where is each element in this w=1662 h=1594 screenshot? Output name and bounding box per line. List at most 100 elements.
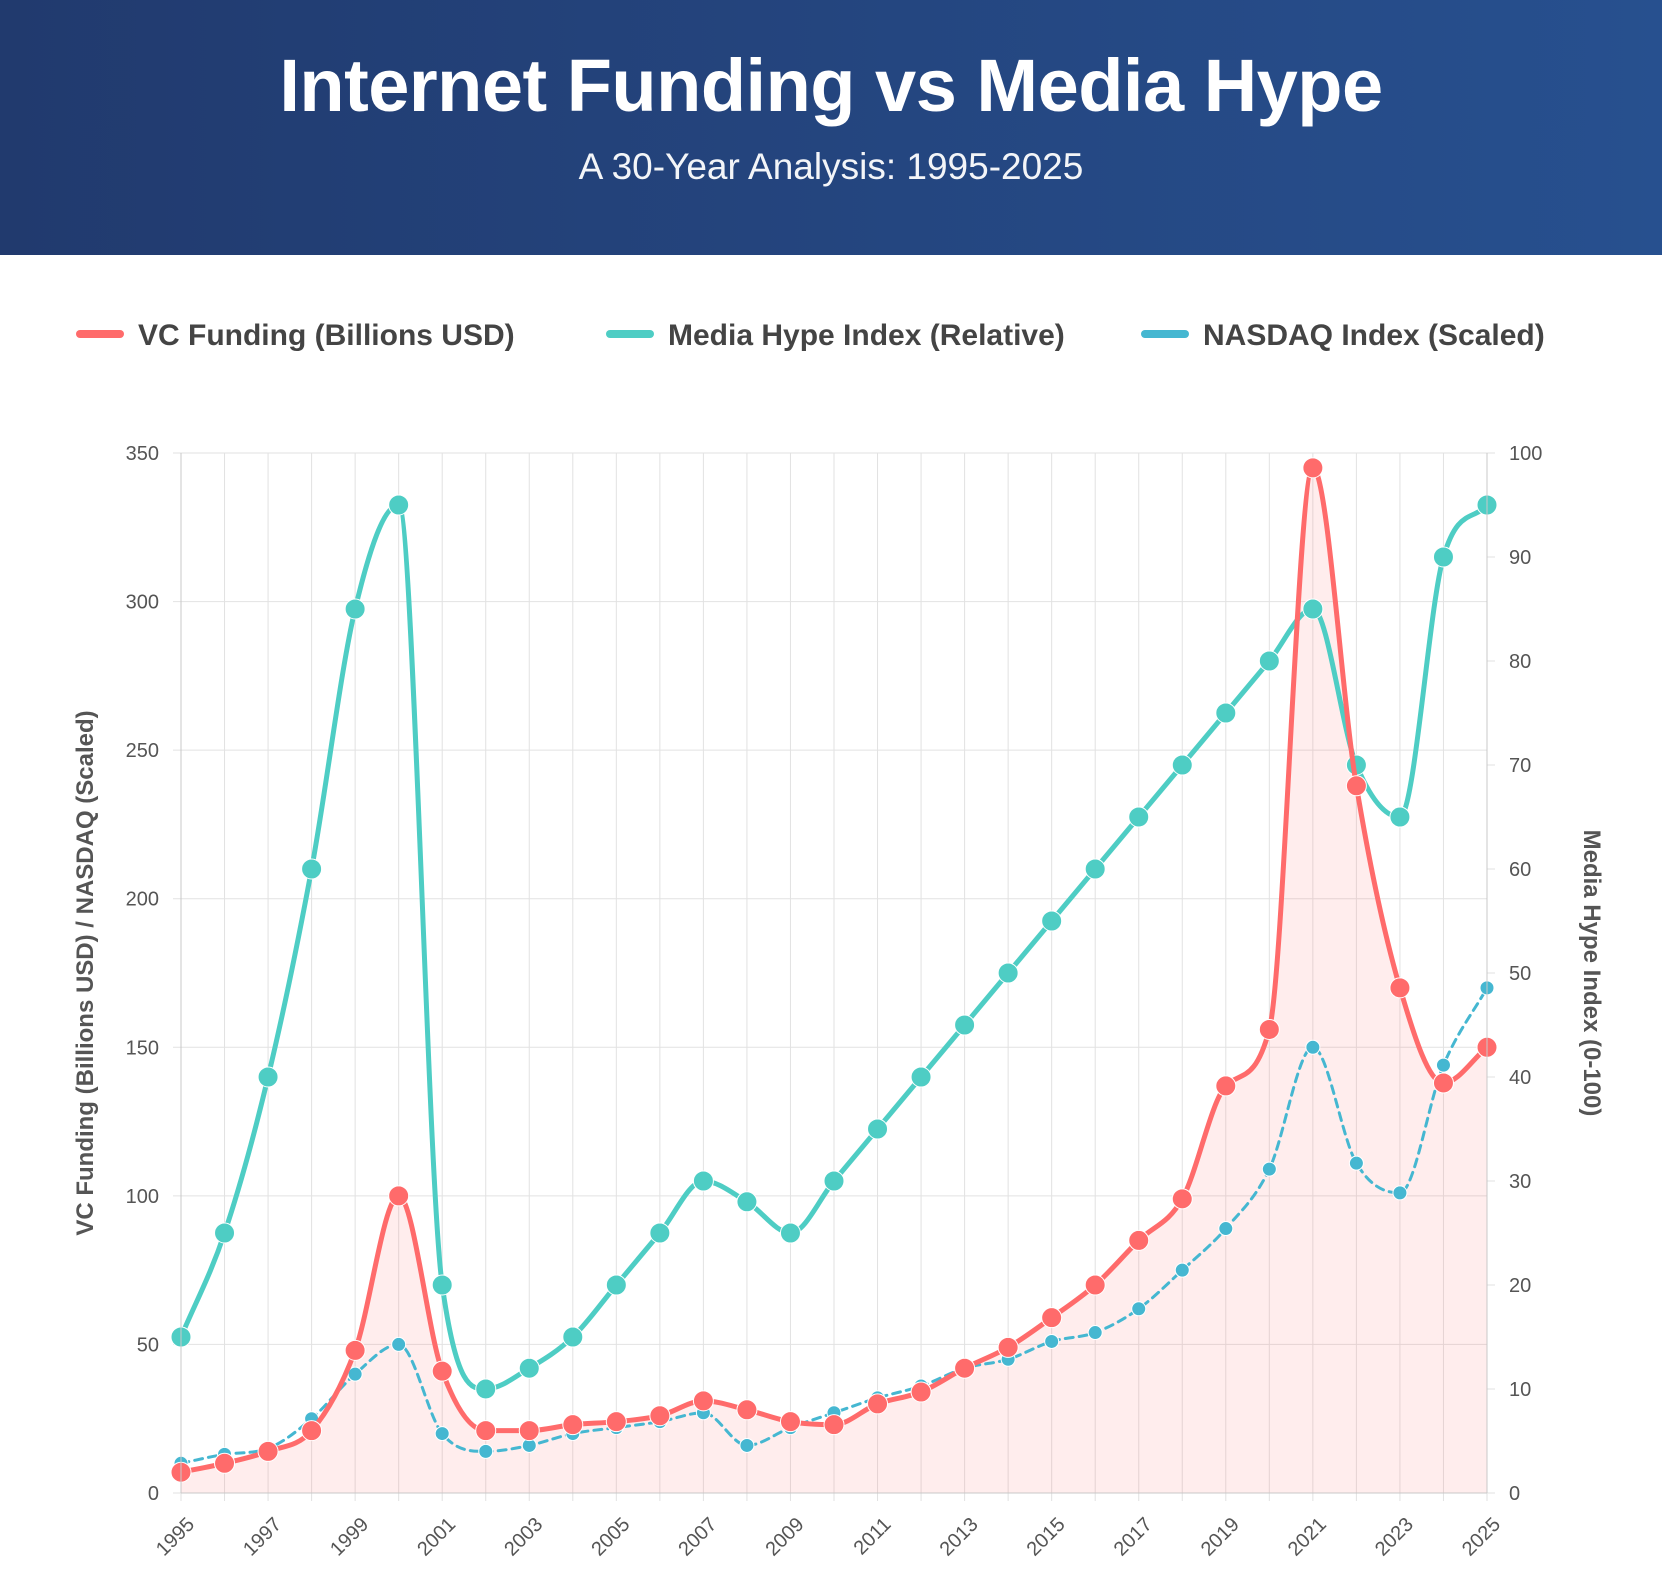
x-tick-label: 2019 xyxy=(1197,1513,1244,1560)
vc-funding-billions-usd-point xyxy=(736,1399,758,1421)
legend-label: Media Hype Index (Relative) xyxy=(668,319,1065,352)
media-hype-index-relative-series xyxy=(170,494,1498,1400)
y-left-tick-label: 100 xyxy=(126,1186,159,1208)
line-chart: 0 50 100 150 200 250 300 350 0 10 20 30 40 50 60 70 80 90… xyxy=(72,319,1605,1560)
nasdaq-index-scaled-point xyxy=(1044,1333,1060,1349)
media-hype-index-relative-point xyxy=(562,1326,584,1348)
media-hype-index-relative-point xyxy=(1215,702,1237,724)
vc-funding-billions-usd-point xyxy=(1302,457,1324,479)
vc-funding-billions-usd-point xyxy=(1258,1018,1280,1040)
y-right-tick-label: 80 xyxy=(1509,651,1531,673)
header-banner: Internet Funding vs Media Hype A 30-Year… xyxy=(0,0,1662,255)
media-hype-index-relative-point xyxy=(736,1191,758,1213)
x-tick-label: 1995 xyxy=(152,1513,199,1560)
vc-funding-billions-usd-point xyxy=(1389,977,1411,999)
vc-funding-billions-usd-point xyxy=(1345,775,1367,797)
media-hype-index-relative-point xyxy=(605,1274,627,1296)
media-hype-index-relative-point xyxy=(779,1222,801,1244)
y-right-tick-label: 10 xyxy=(1509,1379,1531,1401)
y-left-axis-title: VC Funding (Billions USD) / NASDAQ (Scal… xyxy=(72,710,99,1235)
media-hype-index-relative-point xyxy=(344,598,366,620)
x-tick-label: 2009 xyxy=(761,1513,808,1560)
nasdaq-index-scaled-point xyxy=(478,1443,494,1459)
x-tick-label: 2005 xyxy=(587,1513,634,1560)
nasdaq-index-scaled-point xyxy=(1174,1262,1190,1278)
y-left-tick-label: 150 xyxy=(126,1037,159,1059)
media-hype-index-relative-point xyxy=(997,962,1019,984)
y-right-tick-label: 100 xyxy=(1509,443,1542,465)
media-hype-index-relative-point xyxy=(431,1274,453,1296)
x-tick-label: 2025 xyxy=(1458,1513,1505,1560)
vc-funding-billions-usd-point xyxy=(562,1414,584,1436)
media-hype-index-relative-point xyxy=(1258,650,1280,672)
media-hype-index-relative-point xyxy=(214,1222,236,1244)
legend-item-media-hype-index-relative[interactable]: Media Hype Index (Relative) xyxy=(606,319,1065,352)
media-hype-index-relative-point xyxy=(1084,858,1106,880)
vc-funding-billions-usd-point xyxy=(1041,1307,1063,1329)
y-right-tick-label: 30 xyxy=(1509,1171,1531,1193)
y-right-axis-title: Media Hype Index (0-100) xyxy=(1578,830,1605,1117)
nasdaq-index-scaled-point xyxy=(1261,1161,1277,1177)
y-left-tick-label: 300 xyxy=(126,592,159,614)
media-hype-index-relative-point xyxy=(823,1170,845,1192)
media-hype-index-relative-point xyxy=(257,1066,279,1088)
y-right-tick-label: 20 xyxy=(1509,1275,1531,1297)
media-hype-index-relative-point xyxy=(692,1170,714,1192)
legend-label: NASDAQ Index (Scaled) xyxy=(1203,319,1545,352)
vc-funding-billions-usd-point xyxy=(518,1420,540,1442)
x-tick-label: 2001 xyxy=(413,1513,460,1560)
x-tick-label: 2015 xyxy=(1023,1513,1070,1560)
vc-funding-billions-usd-point xyxy=(1432,1072,1454,1094)
vc-funding-billions-usd-point xyxy=(257,1440,279,1462)
y-right-tick-label: 60 xyxy=(1509,859,1531,881)
vc-funding-billions-usd-point xyxy=(1084,1274,1106,1296)
vc-funding-billions-usd-point xyxy=(301,1420,323,1442)
vc-funding-billions-usd-point xyxy=(344,1339,366,1361)
nasdaq-index-scaled-point xyxy=(1392,1185,1408,1201)
x-tick-label: 1997 xyxy=(239,1513,286,1560)
vc-funding-billions-usd-point xyxy=(954,1357,976,1379)
media-hype-index-relative-point xyxy=(867,1118,889,1140)
media-hype-index-relative-point xyxy=(388,494,410,516)
vc-funding-billions-usd-series xyxy=(170,457,1498,1483)
nasdaq-index-scaled-point xyxy=(391,1336,407,1352)
chart-title: Internet Funding vs Media Hype xyxy=(279,44,1383,127)
nasdaq-index-scaled-point xyxy=(1218,1221,1234,1237)
vc-funding-billions-usd-point xyxy=(910,1381,932,1403)
legend-item-nasdaq-index-scaled[interactable]: NASDAQ Index (Scaled) xyxy=(1141,319,1545,352)
x-tick-label: 2007 xyxy=(674,1513,721,1560)
media-hype-index-relative-point xyxy=(1389,806,1411,828)
vc-funding-billions-usd-point xyxy=(1171,1188,1193,1210)
vc-funding-billions-usd-point xyxy=(214,1452,236,1474)
nasdaq-index-scaled-point xyxy=(1348,1155,1364,1171)
x-tick-label: 2017 xyxy=(1110,1513,1157,1560)
y-right-tick-label: 0 xyxy=(1509,1483,1520,1505)
media-hype-index-relative-point xyxy=(954,1014,976,1036)
nasdaq-index-scaled-point xyxy=(739,1437,755,1453)
vc-funding-billions-usd-point xyxy=(649,1405,671,1427)
grid-lines xyxy=(173,452,1495,1501)
vc-funding-billions-usd-point xyxy=(431,1360,453,1382)
nasdaq-index-scaled-point xyxy=(1435,1057,1451,1073)
media-hype-index-relative-point xyxy=(518,1357,540,1379)
vc-funding-billions-usd-point xyxy=(823,1414,845,1436)
vc-funding-billions-usd-point xyxy=(779,1411,801,1433)
vc-funding-billions-usd-point xyxy=(388,1185,410,1207)
vc-funding-billions-usd-point xyxy=(475,1420,497,1442)
media-hype-index-relative-point xyxy=(1041,910,1063,932)
y-right-tick-label: 90 xyxy=(1509,547,1531,569)
y-right-tick-label: 70 xyxy=(1509,755,1531,777)
legend[interactable]: VC Funding (Billions USD) Media Hype Inde… xyxy=(76,319,1545,352)
media-hype-index-relative-point xyxy=(475,1378,497,1400)
nasdaq-index-scaled-point xyxy=(1305,1039,1321,1055)
y-left-tick-label: 0 xyxy=(148,1483,159,1505)
legend-item-vc-funding-billions-usd[interactable]: VC Funding (Billions USD) xyxy=(76,319,515,352)
vc-funding-billions-usd-point xyxy=(692,1390,714,1412)
vc-funding-billions-usd-point xyxy=(997,1336,1019,1358)
media-hype-index-relative-point xyxy=(1432,546,1454,568)
nasdaq-index-scaled-point xyxy=(434,1426,450,1442)
vc-funding-billions-usd-area xyxy=(181,467,1487,1493)
y-right-tick-label: 40 xyxy=(1509,1067,1531,1089)
y-left-tick-label: 250 xyxy=(126,740,159,762)
media-hype-index-relative-point xyxy=(649,1222,671,1244)
